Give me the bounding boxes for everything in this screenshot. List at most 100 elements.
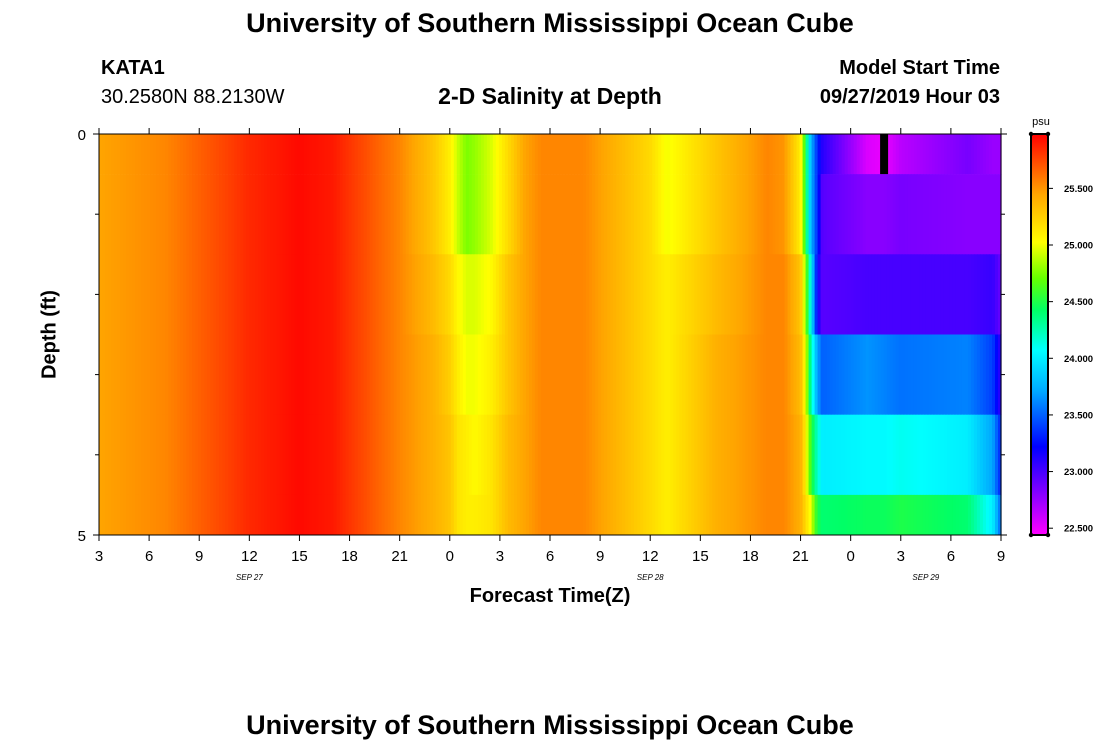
heatmap-cell [592, 254, 596, 335]
heatmap-cell [796, 494, 801, 536]
heatmap-cell [898, 254, 903, 335]
heatmap-cell [108, 494, 112, 536]
heatmap-cell [664, 334, 668, 415]
heatmap-cell [384, 414, 389, 496]
heatmap-cell [114, 334, 118, 415]
heatmap-cell [940, 414, 945, 496]
heatmap-cell [976, 494, 981, 536]
heatmap-cell [883, 254, 888, 335]
heatmap-cell [763, 414, 768, 496]
heatmap-cell [700, 254, 704, 335]
heatmap-cell [877, 494, 882, 536]
heatmap-cell [562, 254, 566, 335]
heatmap-cell [703, 174, 707, 255]
colorbar-label: 24.000 [1064, 354, 1093, 365]
heatmap-cell [120, 334, 124, 415]
heatmap-cell [550, 494, 554, 536]
heatmap-cell [348, 334, 353, 415]
heatmap-cell [318, 414, 323, 496]
heatmap-cell [952, 414, 957, 496]
heatmap-cell [736, 414, 741, 496]
heatmap-cell [649, 494, 653, 536]
heatmap-cell [357, 494, 362, 536]
heatmap-cell [964, 254, 969, 335]
heatmap-cell [574, 494, 578, 536]
heatmap-cell [943, 414, 948, 496]
heatmap-cell [820, 414, 825, 496]
heatmap-cell [438, 134, 443, 175]
heatmap-cell [814, 334, 819, 415]
heatmap-cell [492, 494, 497, 536]
heatmap-cell [120, 414, 124, 496]
heatmap-cell [643, 134, 647, 175]
heatmap-cell [429, 134, 434, 175]
heatmap-cell [144, 134, 148, 175]
heatmap-cell [336, 134, 341, 175]
heatmap-cell [516, 334, 521, 415]
heatmap-cell [625, 334, 629, 415]
heatmap-cell [907, 174, 912, 255]
heatmap-cell [733, 134, 738, 175]
heatmap-cell [703, 414, 707, 496]
heatmap-cell [165, 414, 169, 496]
heatmap-cell [324, 494, 329, 536]
heatmap-cell [291, 174, 296, 255]
heatmap-cell [99, 174, 103, 255]
heatmap-cell [342, 134, 347, 175]
heatmap-cell [156, 134, 160, 175]
heatmap-cell [207, 414, 211, 496]
heatmap-cell [907, 254, 912, 335]
heatmap-cell [513, 174, 518, 255]
heatmap-cell [219, 174, 223, 255]
heatmap-cell [904, 494, 909, 536]
heatmap-cell [159, 334, 163, 415]
heatmap-cell [483, 414, 488, 496]
heatmap-cell [258, 334, 262, 415]
heatmap-cell [916, 134, 921, 175]
heatmap-cell [444, 334, 449, 415]
heatmap-cell [147, 254, 151, 335]
heatmap-cell [856, 334, 861, 415]
heatmap-cell [730, 334, 735, 415]
heatmap-cell [210, 414, 214, 496]
heatmap-cell [919, 334, 924, 415]
heatmap-cell [336, 494, 341, 536]
heatmap-cell [631, 414, 635, 496]
heatmap-cell [114, 134, 118, 175]
heatmap-cell [432, 134, 437, 175]
heatmap-cell [898, 134, 903, 175]
heatmap-cell [898, 334, 903, 415]
heatmap-cell [706, 134, 710, 175]
heatmap-cell [504, 254, 509, 335]
heatmap-cell [447, 494, 452, 536]
x-tick-label: 21 [391, 548, 408, 565]
heatmap-cell [772, 334, 777, 415]
heatmap-cell [309, 174, 314, 255]
heatmap-cell [159, 174, 163, 255]
heatmap-cell [189, 414, 193, 496]
heatmap-cell [273, 334, 277, 415]
heatmap-cell [874, 334, 879, 415]
heatmap-cell [153, 414, 157, 496]
heatmap-cell [474, 254, 479, 335]
heatmap-cell [429, 174, 434, 255]
heatmap-cell [144, 414, 148, 496]
heatmap-cell [519, 414, 524, 496]
heatmap-cell [174, 414, 178, 496]
heatmap-cell [477, 134, 482, 175]
heatmap-cell [955, 494, 960, 536]
heatmap-cell [994, 254, 999, 335]
heatmap-cell [898, 414, 903, 496]
x-tick-label: 0 [446, 548, 454, 565]
heatmap-cell [646, 494, 650, 536]
heatmap-cell [781, 334, 786, 415]
heatmap-cell [610, 254, 614, 335]
heatmap-cell [468, 414, 473, 496]
heatmap-cell [336, 254, 341, 335]
heatmap-cell [829, 414, 834, 496]
heatmap-cell [676, 414, 680, 496]
heatmap-cell [177, 254, 181, 335]
heatmap-cell [183, 134, 187, 175]
heatmap-cell [129, 254, 133, 335]
heatmap-cell [820, 254, 825, 335]
